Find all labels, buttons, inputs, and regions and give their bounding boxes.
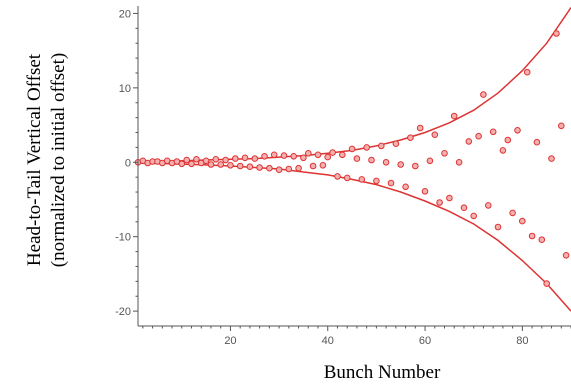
data-point (455, 159, 463, 166)
data-point (509, 209, 516, 217)
data-point (275, 166, 283, 173)
data-point (470, 212, 478, 220)
data-point (421, 188, 429, 195)
x-tick-label: 20 (224, 335, 236, 347)
data-point (450, 112, 458, 120)
data-point (460, 204, 468, 211)
data-point (523, 68, 531, 76)
data-point (436, 199, 443, 206)
y-tick-label: 20 (119, 8, 131, 20)
data-point (324, 153, 332, 161)
x-tick-label: 40 (322, 335, 334, 347)
data-point (446, 194, 453, 202)
data-point (519, 217, 526, 225)
data-point (334, 173, 341, 180)
data-point (270, 151, 278, 159)
y-tick-label: 10 (119, 83, 131, 95)
y-axis-title-line2: (normalized to initial offset) (48, 53, 69, 267)
data-point (407, 134, 414, 141)
data-point (533, 138, 541, 146)
data-point (217, 161, 224, 168)
data-point (261, 153, 268, 160)
data-point (202, 157, 210, 165)
data-point (290, 153, 298, 160)
data-point (178, 160, 186, 168)
data-point (412, 162, 419, 170)
data-point (280, 152, 288, 159)
data-point (392, 140, 400, 147)
data-point (188, 160, 195, 168)
data-point (246, 163, 254, 170)
data-point (558, 122, 565, 130)
axes: -20 -10 0 10 20 20 40 60 80 (115, 6, 571, 347)
data-point (227, 162, 234, 169)
data-point (222, 156, 229, 164)
data-point (285, 165, 293, 173)
data-point (514, 127, 521, 134)
data-point (480, 91, 487, 98)
data-point (358, 176, 366, 183)
data-point (193, 156, 200, 163)
data-point (305, 150, 312, 157)
data-point (538, 236, 546, 243)
y-axis-title-line1: Head-to-Tail Vertical Offset (24, 53, 45, 266)
data-point (465, 138, 473, 145)
data-point (183, 156, 190, 164)
data-point (426, 157, 434, 165)
plot-area (134, 7, 571, 312)
data-point (241, 154, 249, 162)
data-point (489, 128, 497, 136)
data-point (343, 174, 351, 182)
data-point (339, 151, 346, 159)
data-point (329, 149, 336, 156)
data-point (387, 179, 395, 187)
data-point (295, 164, 302, 172)
data-point (207, 161, 215, 168)
data-point (397, 161, 405, 168)
data-point (382, 159, 390, 166)
data-point (504, 136, 512, 144)
data-point (266, 164, 273, 172)
x-axis-title: Bunch Number (324, 362, 441, 383)
data-point (416, 124, 424, 132)
data-point (314, 151, 322, 159)
y-tick-label: -20 (115, 306, 131, 318)
data-point (543, 280, 551, 287)
data-point (300, 154, 307, 162)
data-point (256, 164, 263, 171)
data-point (431, 131, 439, 138)
data-point (236, 162, 244, 170)
data-point (499, 147, 507, 154)
x-tick-label: 80 (516, 335, 528, 347)
data-point (553, 30, 560, 37)
data-point (309, 162, 317, 170)
data-point (363, 144, 371, 151)
data-point (528, 232, 536, 240)
data-point (251, 155, 259, 162)
data-point (368, 156, 375, 164)
x-tick-label: 60 (419, 335, 431, 347)
y-tick-label: -10 (115, 232, 131, 244)
data-point (485, 202, 492, 209)
data-point (319, 162, 327, 169)
data-point (373, 177, 380, 185)
data-point (348, 145, 356, 153)
data-point (402, 183, 409, 191)
data-point (548, 155, 555, 162)
data-point (562, 252, 570, 259)
data-point (212, 156, 220, 163)
data-point (441, 150, 448, 157)
data-point (494, 223, 502, 231)
data-point (353, 155, 361, 162)
y-tick-label: 0 (125, 157, 131, 169)
data-point (232, 155, 239, 162)
envelope-lower-curve (137, 162, 571, 312)
data-point (378, 142, 385, 150)
data-point (475, 132, 482, 140)
